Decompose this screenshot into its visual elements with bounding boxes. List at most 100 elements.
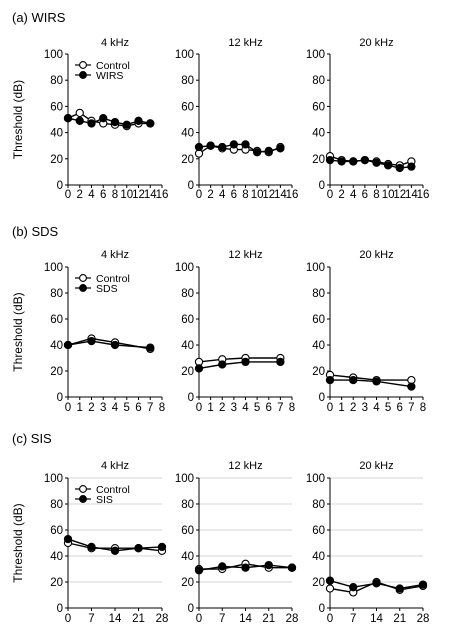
y-tick-label: 100 <box>306 262 325 274</box>
data-point <box>218 562 227 571</box>
data-point <box>134 116 143 125</box>
section-label: (c) SIS <box>12 431 52 446</box>
legend-label: Control <box>96 273 130 285</box>
y-tick-label: 60 <box>50 314 63 326</box>
x-tick-label: 5 <box>124 402 130 414</box>
data-point <box>87 542 96 552</box>
y-tick-label: 40 <box>181 340 194 352</box>
y-tick-label: 0 <box>188 392 194 404</box>
y-tick-label: 100 <box>175 262 194 274</box>
x-tick-label: 0 <box>65 189 71 201</box>
y-tick-label: 60 <box>181 314 194 326</box>
y-tick-label: 40 <box>312 128 325 140</box>
series-line-sds <box>330 379 412 388</box>
y-tick-label: 20 <box>181 577 194 589</box>
data-point <box>372 158 381 167</box>
y-tick-label: 80 <box>181 75 194 87</box>
chart-panel: 4 kHz 0 20 40 60 80 100 0 7 14 21 28 Threshold (dB) C… <box>11 460 168 625</box>
x-tick-label: 0 <box>327 189 333 201</box>
data-point <box>146 343 155 352</box>
x-tick-label: 8 <box>420 402 426 414</box>
y-tick-label: 40 <box>181 551 194 563</box>
y-tick-label: 80 <box>50 499 63 511</box>
series-line-sds <box>67 340 151 349</box>
data-point <box>194 142 204 152</box>
x-tick-label: 16 <box>156 189 169 201</box>
y-tick-label: 20 <box>181 154 194 166</box>
y-tick-label: 0 <box>57 392 63 404</box>
y-axis-label: Threshold (dB) <box>11 292 25 371</box>
panel-title: 12 kHz <box>228 37 262 49</box>
y-tick-label: 0 <box>319 603 325 615</box>
data-point <box>218 360 227 369</box>
data-point <box>360 155 370 165</box>
x-tick-label: 14 <box>370 613 383 625</box>
panel-title: 20 kHz <box>359 460 393 472</box>
x-tick-label: 0 <box>196 402 202 414</box>
data-point <box>75 116 84 125</box>
y-tick-label: 40 <box>312 340 325 352</box>
legend-label: SIS <box>96 494 113 506</box>
data-point <box>241 140 250 149</box>
x-tick-label: 7 <box>277 402 283 414</box>
x-tick-label: 28 <box>286 613 299 625</box>
y-tick-label: 60 <box>312 525 325 537</box>
y-tick-label: 20 <box>181 366 194 378</box>
x-tick-label: 3 <box>231 402 237 414</box>
data-point <box>63 534 73 544</box>
data-point <box>110 546 120 555</box>
y-tick-label: 60 <box>312 101 325 113</box>
y-tick-label: 100 <box>306 49 325 61</box>
y-tick-label: 0 <box>57 180 63 192</box>
data-point <box>276 144 285 153</box>
x-tick-label: 6 <box>397 402 403 414</box>
y-tick-label: 0 <box>188 180 194 192</box>
y-tick-label: 0 <box>57 603 63 615</box>
legend-label: WIRS <box>96 70 123 82</box>
x-tick-label: 5 <box>385 402 391 414</box>
x-tick-label: 6 <box>100 189 106 201</box>
x-tick-label: 4 <box>373 402 380 414</box>
x-tick-label: 0 <box>196 613 202 625</box>
data-point <box>241 357 250 367</box>
x-tick-label: 0 <box>65 613 71 625</box>
data-point <box>264 146 273 156</box>
panel-title: 12 kHz <box>228 460 262 472</box>
section-label: (b) SDS <box>12 224 59 239</box>
data-point <box>395 584 404 593</box>
legend-label: Control <box>96 60 130 72</box>
data-point <box>194 364 204 373</box>
x-tick-label: 7 <box>350 613 356 625</box>
x-tick-label: 16 <box>286 189 299 201</box>
y-tick-label: 60 <box>50 101 63 113</box>
data-point <box>325 375 335 385</box>
data-point <box>87 119 96 128</box>
y-tick-label: 100 <box>44 262 63 274</box>
data-point <box>146 119 155 128</box>
x-tick-label: 14 <box>274 189 287 201</box>
y-tick-label: 60 <box>181 525 194 537</box>
y-tick-label: 20 <box>50 154 63 166</box>
x-tick-label: 12 <box>132 189 145 201</box>
data-point <box>63 114 73 123</box>
panel-title: 20 kHz <box>359 37 393 49</box>
data-point <box>349 157 358 166</box>
x-tick-label: 3 <box>362 402 368 414</box>
y-tick-label: 40 <box>181 128 194 140</box>
series-line-control <box>198 357 281 363</box>
data-point <box>349 583 358 592</box>
y-tick-label: 40 <box>50 551 63 563</box>
data-point <box>252 148 262 157</box>
data-point <box>325 576 335 585</box>
x-tick-label: 14 <box>239 613 252 625</box>
legend-label: Control <box>96 484 130 496</box>
y-tick-label: 100 <box>175 473 194 485</box>
data-point <box>325 584 335 593</box>
series-line-control <box>329 374 412 381</box>
data-point <box>372 377 381 386</box>
legend-marker <box>79 274 87 282</box>
x-tick-label: 8 <box>373 189 379 201</box>
legend-marker <box>79 485 87 493</box>
